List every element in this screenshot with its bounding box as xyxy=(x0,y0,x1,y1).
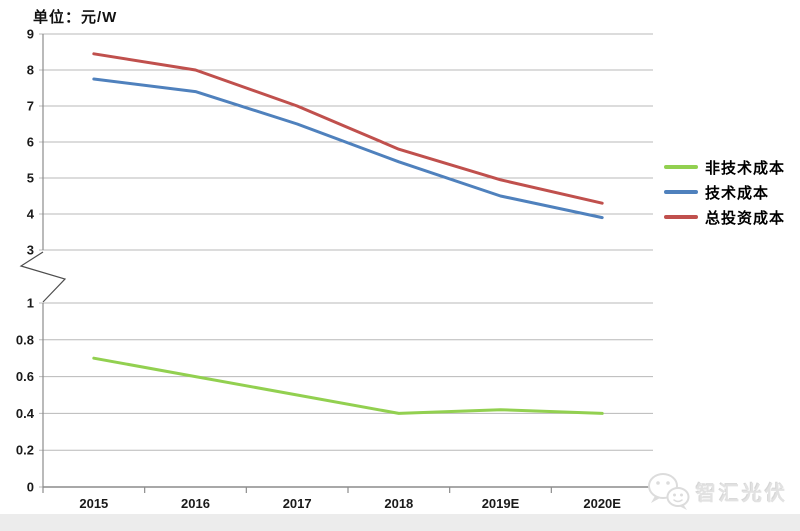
x-axis-tick-labels: 2015 2016 2017 2018 2019E 2020E xyxy=(79,496,621,511)
series-line-技术成本 xyxy=(92,77,604,220)
y-tick-label: 0.4 xyxy=(16,406,35,421)
legend-line-swatch xyxy=(664,165,698,169)
watermark-text: 智汇光伏 xyxy=(696,482,788,505)
axes xyxy=(42,34,654,493)
legend-label: 技术成本 xyxy=(705,184,770,202)
chart-legend: 非技术成本技术成本总投资成本 xyxy=(664,158,786,227)
chart-unit-title: 单位：元/W xyxy=(33,9,118,26)
y-tick-label: 3 xyxy=(27,243,34,258)
legend-label: 非技术成本 xyxy=(705,159,786,177)
bottom-band xyxy=(0,514,800,531)
y-tick-label: 5 xyxy=(27,171,34,186)
legend-item-总投资成本: 总投资成本 xyxy=(664,208,786,227)
y-axis-tick-labels: 9 8 7 6 5 4 3 1 0.8 0.6 0.4 0.2 0 xyxy=(16,27,35,495)
y-tick-label: 1 xyxy=(27,296,34,311)
x-tick-label: 2017 xyxy=(283,496,312,511)
y-tick-label: 7 xyxy=(27,99,34,114)
x-tick-label: 2018 xyxy=(384,496,413,511)
legend-item-技术成本: 技术成本 xyxy=(664,183,785,202)
y-tick-label: 0.6 xyxy=(16,369,34,384)
watermark: 智汇光伏 xyxy=(646,470,788,512)
gridlines xyxy=(39,33,653,488)
y-tick-label: 6 xyxy=(27,135,34,150)
y-tick-label: 0.2 xyxy=(16,443,34,458)
legend-item-非技术成本: 非技术成本 xyxy=(664,158,786,177)
y-tick-label: 0 xyxy=(27,480,34,495)
wechat-chat-bubbles-icon xyxy=(648,473,690,510)
y-tick-label: 8 xyxy=(27,63,34,78)
y-axis-break-mark xyxy=(19,251,67,303)
legend-line-swatch xyxy=(664,215,698,219)
x-tick-label: 2019E xyxy=(482,496,520,511)
series-line-总投资成本 xyxy=(92,52,604,205)
series-line-非技术成本 xyxy=(92,356,604,415)
x-tick-label: 2015 xyxy=(79,496,108,511)
y-tick-label: 0.8 xyxy=(16,332,34,347)
y-tick-label: 9 xyxy=(27,27,34,42)
x-tick-label: 2020E xyxy=(583,496,621,511)
y-tick-label: 4 xyxy=(27,207,35,222)
x-tick-label: 2016 xyxy=(181,496,210,511)
legend-label: 总投资成本 xyxy=(705,209,786,227)
legend-line-swatch xyxy=(664,190,698,194)
